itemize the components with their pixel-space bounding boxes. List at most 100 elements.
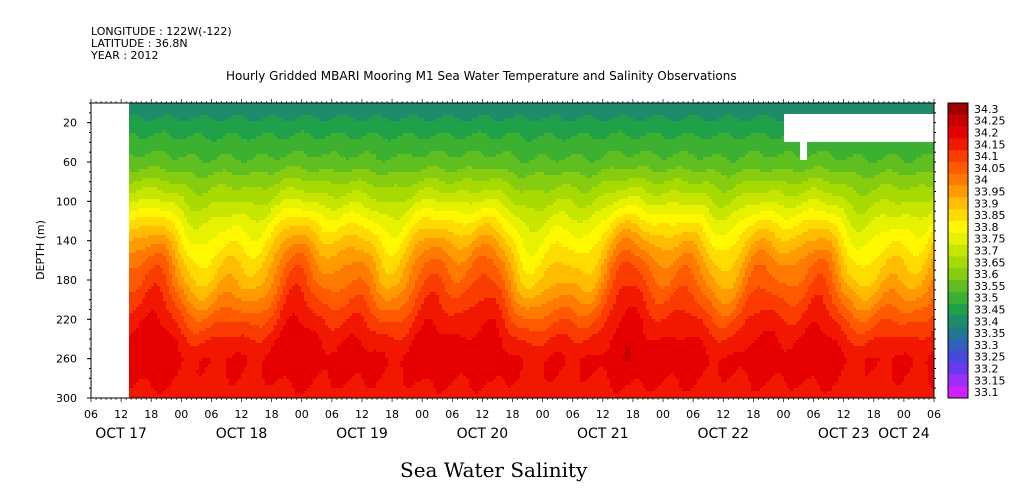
field-cell [178, 241, 182, 245]
field-cell [238, 289, 242, 293]
field-cell [202, 193, 206, 197]
field-cell [151, 199, 155, 203]
field-cell [193, 154, 197, 158]
field-cell [211, 130, 215, 134]
field-cell [196, 124, 200, 128]
field-cell [172, 214, 176, 218]
field-cell [205, 232, 209, 236]
field-cell [217, 358, 221, 362]
field-cell [163, 382, 167, 386]
field-cell [169, 349, 173, 353]
field-cell [130, 229, 134, 233]
field-cell [238, 343, 242, 347]
field-cell [160, 388, 164, 392]
field-cell [241, 115, 245, 119]
field-cell [160, 208, 164, 212]
field-cell [136, 103, 140, 107]
field-cell [217, 349, 221, 353]
field-cell [208, 373, 212, 377]
field-cell [214, 250, 218, 254]
field-cell [238, 298, 242, 302]
field-cell [238, 169, 242, 173]
field-cell [166, 172, 170, 176]
field-cell [151, 142, 155, 146]
field-cell [199, 145, 203, 149]
field-cell [181, 280, 185, 284]
field-cell [232, 124, 236, 128]
field-cell [211, 160, 215, 164]
field-cell [130, 157, 134, 161]
field-cell [217, 151, 221, 155]
field-cell [226, 199, 230, 203]
field-cell [163, 139, 167, 143]
field-cell [157, 253, 161, 257]
field-cell [205, 280, 209, 284]
field-cell [142, 139, 146, 143]
field-cell [217, 271, 221, 275]
field-cell [163, 238, 167, 242]
field-cell [172, 175, 176, 179]
field-cell [235, 385, 239, 389]
field-cell [205, 223, 209, 227]
field-cell [184, 340, 188, 344]
field-cell [202, 175, 206, 179]
field-cell [190, 106, 194, 110]
field-cell [172, 136, 176, 140]
field-cell [235, 115, 239, 119]
field-cell [232, 271, 236, 275]
field-cell [175, 202, 179, 206]
field-cell [187, 202, 191, 206]
field-cell [175, 328, 179, 332]
field-cell [181, 241, 185, 245]
field-cell [184, 349, 188, 353]
field-cell [199, 175, 203, 179]
field-cell [163, 340, 167, 344]
field-cell [217, 166, 221, 170]
field-cell [178, 178, 182, 182]
field-cell [136, 352, 140, 356]
field-cell [193, 328, 197, 332]
field-cell [220, 124, 224, 128]
field-cell [217, 352, 221, 356]
field-cell [151, 214, 155, 218]
field-cell [178, 175, 182, 179]
field-cell [172, 361, 176, 365]
field-cell [226, 292, 230, 296]
field-cell [208, 226, 212, 230]
field-cell [232, 127, 236, 131]
field-cell [199, 343, 203, 347]
field-cell [157, 379, 161, 383]
field-cell [181, 184, 185, 188]
field-cell [181, 124, 185, 128]
field-cell [142, 106, 146, 110]
field-cell [211, 211, 215, 215]
field-cell [193, 370, 197, 374]
field-cell [145, 316, 149, 320]
field-cell [169, 244, 173, 248]
field-cell [160, 313, 164, 317]
field-cell [217, 340, 221, 344]
field-cell [133, 316, 137, 320]
field-cell [202, 238, 206, 242]
field-cell [160, 283, 164, 287]
field-cell [154, 292, 158, 296]
field-cell [169, 112, 173, 116]
field-cell [217, 307, 221, 311]
field-cell [202, 301, 206, 305]
field-cell [238, 307, 242, 311]
field-cell [184, 307, 188, 311]
field-cell [160, 337, 164, 341]
field-cell [187, 352, 191, 356]
field-cell [229, 274, 233, 278]
field-cell [163, 196, 167, 200]
field-cell [193, 388, 197, 392]
field-cell [241, 223, 245, 227]
field-cell [205, 208, 209, 212]
field-cell [157, 211, 161, 215]
field-cell [196, 199, 200, 203]
field-cell [190, 325, 194, 329]
field-cell [205, 154, 209, 158]
field-cell [157, 262, 161, 266]
field-cell [148, 268, 152, 272]
field-cell [208, 367, 212, 371]
